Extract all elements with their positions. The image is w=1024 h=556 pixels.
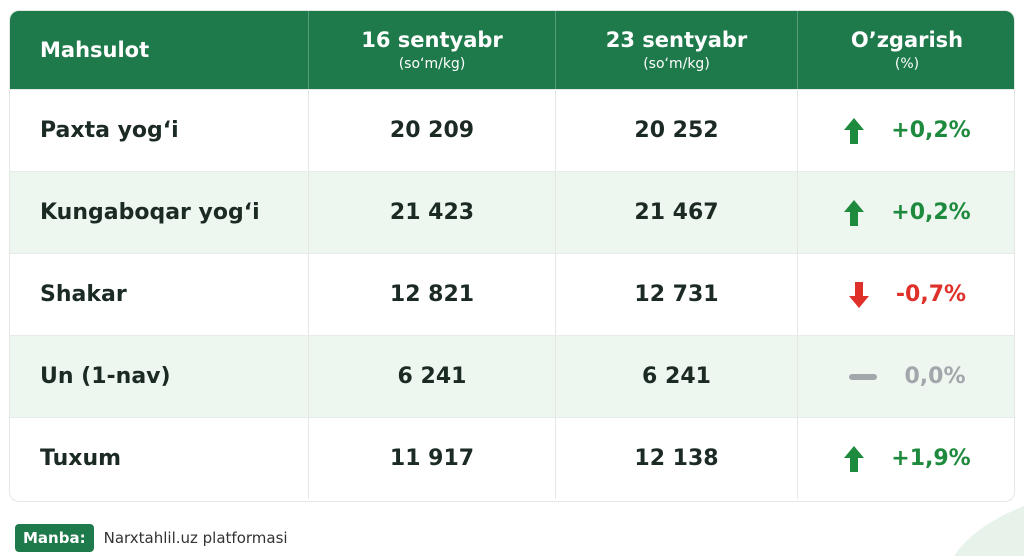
trend-icon [848,281,869,308]
header-unit: (so‘m/kg) [643,56,710,72]
table-cell: 6 241 [309,335,556,417]
cell-text: Un (1-nav) [40,364,171,389]
table-cell: 0,0% [798,335,1014,417]
change-value: +0,2% [891,200,971,225]
cell-text: 20 209 [389,118,475,143]
header-cell: Mahsulot [10,11,309,89]
cell-text: 12 821 [389,282,475,307]
trend-icon [844,199,865,226]
header-text: 23 sentyabr [605,28,748,52]
trend-icon [849,373,878,380]
header-text: O’zgarish [850,28,964,52]
table-cell: Paxta yog‘i [10,89,309,171]
header-unit: (%) [894,56,920,72]
cell-text: 21 467 [634,200,719,225]
table-cell: 20 209 [309,89,556,171]
price-table: Mahsulot 16 sentyabr (so‘m/kg) 23 sentyab… [9,10,1015,502]
table-cell: +1,9% [798,417,1014,499]
cell-text: 20 252 [634,118,719,143]
cell-text: Kungaboqar yog‘i [40,200,260,225]
table-cell: 6 241 [556,335,798,417]
source-text: Narxtahlil.uz platformasi [103,529,288,547]
cell-text: 12 138 [634,446,719,471]
table-cell: 12 731 [556,253,798,335]
table-cell: -0,7% [798,253,1014,335]
table-cell: 12 821 [309,253,556,335]
table-cell: 20 252 [556,89,798,171]
cell-text: Tuxum [40,446,122,471]
change-value: 0,0% [904,364,966,389]
table-cell: 12 138 [556,417,798,499]
cell-text: Shakar [40,282,127,307]
header-text: 16 sentyabr [361,28,503,52]
table-row: Un (1-nav) 6 241 6 241 0,0% [10,335,1014,417]
source: Manba: Narxtahlil.uz platformasi [15,524,288,552]
table-row: Tuxum 11 917 12 138 +1,9% [10,417,1014,499]
table-cell: 11 917 [309,417,556,499]
table-row: Shakar 12 821 12 731 -0,7% [10,253,1014,335]
header-text: Mahsulot [40,38,150,62]
cell-text: 6 241 [397,364,467,389]
table-cell: Kungaboqar yog‘i [10,171,309,253]
trend-icon [844,117,865,144]
header-unit: (so‘m/kg) [398,56,466,72]
table-cell: 21 467 [556,171,798,253]
table-cell: Shakar [10,253,309,335]
source-label: Manba: [15,524,94,552]
change-value: -0,7% [895,282,967,307]
decoration [954,506,1024,556]
table-cell: Tuxum [10,417,309,499]
change-value: +0,2% [891,118,971,143]
table-row: Paxta yog‘i 20 209 20 252 +0,2% [10,89,1014,171]
change-value: +1,9% [891,446,971,471]
header-cell: 23 sentyabr (so‘m/kg) [556,11,798,89]
cell-text: 12 731 [634,282,719,307]
cell-text: 11 917 [389,446,475,471]
cell-text: 21 423 [389,200,475,225]
header-cell: O’zgarish (%) [798,11,1014,89]
table-cell: Un (1-nav) [10,335,309,417]
table-cell: +0,2% [798,89,1014,171]
table-row: Kungaboqar yog‘i 21 423 21 467 +0,2% [10,171,1014,253]
header-row: Mahsulot 16 sentyabr (so‘m/kg) 23 sentyab… [10,11,1014,89]
cell-text: 6 241 [642,364,711,389]
header-cell: 16 sentyabr (so‘m/kg) [309,11,556,89]
cell-text: Paxta yog‘i [40,118,179,143]
trend-icon [844,445,865,472]
table-cell: +0,2% [798,171,1014,253]
table-cell: 21 423 [309,171,556,253]
